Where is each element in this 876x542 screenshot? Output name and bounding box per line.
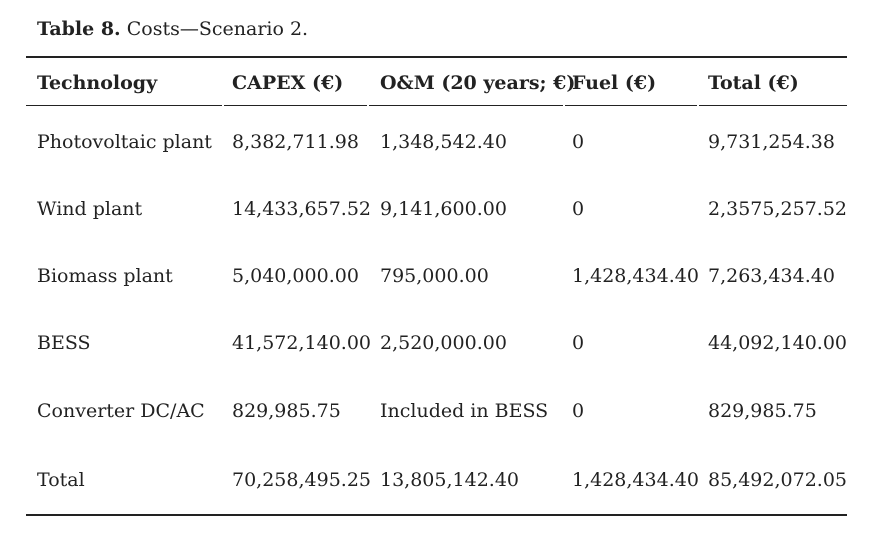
table-caption: Table 8. Costs—Scenario 2. bbox=[37, 18, 308, 40]
column-header-technology: Technology bbox=[37, 72, 158, 94]
table-top-rule bbox=[26, 56, 847, 58]
table-cell-fuel: 0 bbox=[572, 332, 585, 354]
table-cell-total: 7,263,434.40 bbox=[708, 265, 835, 287]
table-cell-om: Included in BESS bbox=[380, 400, 549, 422]
table-cell-om: 9,141,600.00 bbox=[380, 198, 507, 220]
table-cell-fuel: 1,428,434.40 bbox=[572, 265, 699, 287]
table-cell-total: 85,492,072.05 bbox=[708, 469, 848, 491]
table-cell-technology: Biomass plant bbox=[37, 265, 173, 287]
table-cell-capex: 70,258,495.25 bbox=[232, 469, 372, 491]
table-cell-fuel: 0 bbox=[572, 131, 585, 153]
table-cell-technology: Wind plant bbox=[37, 198, 143, 220]
table-cell-technology: Total bbox=[37, 469, 85, 491]
table-cell-technology: Converter DC/AC bbox=[37, 400, 205, 422]
table-cell-total: 829,985.75 bbox=[708, 400, 817, 422]
header-underline-om bbox=[369, 105, 563, 106]
table-cell-technology: Photovoltaic plant bbox=[37, 131, 212, 153]
table-caption-text: Costs—Scenario 2. bbox=[126, 18, 309, 40]
table-cell-capex: 8,382,711.98 bbox=[232, 131, 359, 153]
header-underline-fuel bbox=[565, 105, 697, 106]
table-cell-capex: 41,572,140.00 bbox=[232, 332, 372, 354]
table-bottom-rule bbox=[26, 514, 847, 516]
table-caption-label: Table 8. bbox=[37, 18, 121, 40]
table-cell-om: 13,805,142.40 bbox=[380, 469, 520, 491]
table-cell-capex: 5,040,000.00 bbox=[232, 265, 359, 287]
header-underline-capex bbox=[224, 105, 367, 106]
header-underline-technology bbox=[26, 105, 222, 106]
table-cell-total: 2,3575,257.52 bbox=[708, 198, 848, 220]
header-underline-total bbox=[699, 105, 847, 106]
table-cell-capex: 829,985.75 bbox=[232, 400, 341, 422]
table-cell-om: 795,000.00 bbox=[380, 265, 489, 287]
table-cell-capex: 14,433,657.52 bbox=[232, 198, 372, 220]
table-cell-fuel: 0 bbox=[572, 198, 585, 220]
table-cell-fuel: 0 bbox=[572, 400, 585, 422]
table-cell-total: 44,092,140.00 bbox=[708, 332, 848, 354]
table-cell-total: 9,731,254.38 bbox=[708, 131, 835, 153]
table-cell-om: 1,348,542.40 bbox=[380, 131, 507, 153]
table-cell-fuel: 1,428,434.40 bbox=[572, 469, 699, 491]
table-cell-technology: BESS bbox=[37, 332, 91, 354]
column-header-capex: CAPEX (€) bbox=[232, 72, 344, 94]
column-header-om: O&M (20 years; €) bbox=[380, 72, 576, 94]
column-header-total: Total (€) bbox=[708, 72, 799, 94]
column-header-fuel: Fuel (€) bbox=[572, 72, 657, 94]
table-cell-om: 2,520,000.00 bbox=[380, 332, 507, 354]
